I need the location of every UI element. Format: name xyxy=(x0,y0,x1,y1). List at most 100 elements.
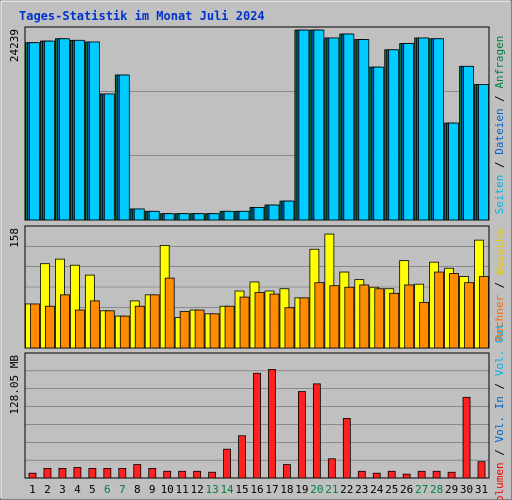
x-tick-day-12: 12 xyxy=(191,483,204,496)
x-tick-day-8: 8 xyxy=(134,483,141,496)
legend-vol-out: Vol. Out xyxy=(493,323,506,376)
bar-volumen-day-27 xyxy=(417,470,426,479)
bar-seiten-day-26 xyxy=(403,43,415,221)
panel-middle-legend: Rechner / Besuche xyxy=(493,229,506,342)
bar-seiten-day-28 xyxy=(433,38,445,221)
bar-seiten-day-13 xyxy=(208,213,220,221)
legend-separator: / xyxy=(493,275,506,295)
bar-volumen-day-6 xyxy=(103,467,112,479)
x-tick-day-31: 31 xyxy=(475,483,488,496)
bar-rechner-day-8 xyxy=(134,305,145,349)
x-axis-tick-labels: 1 2 3 4 5 6 7 8 9 10 11 12 13 14 15 16 17 18 19 20 21 22 23 24 2… xyxy=(29,483,488,496)
x-tick-day-19: 19 xyxy=(295,483,308,496)
bar-seiten-day-25 xyxy=(388,49,400,221)
bar-rechner-day-11 xyxy=(179,311,190,349)
bar-seiten-day-27 xyxy=(418,37,430,221)
bar-volumen-day-3 xyxy=(58,467,67,479)
x-tick-day-24: 24 xyxy=(370,483,384,496)
bar-volumen-day-17 xyxy=(268,369,276,479)
bar-rechner-day-17 xyxy=(269,293,280,349)
bar-seiten-day-5 xyxy=(88,41,100,221)
bar-rechner-day-24 xyxy=(374,288,385,349)
bar-seiten-day-30 xyxy=(463,65,474,221)
x-tick-day-23: 23 xyxy=(355,483,368,496)
legend-separator: / xyxy=(493,442,506,462)
bar-seiten-day-4 xyxy=(73,39,85,221)
legend-besuche: Besuche xyxy=(493,229,506,275)
bar-rechner-day-20 xyxy=(314,282,325,349)
bar-seiten-day-11 xyxy=(178,213,190,221)
bar-volumen-day-29 xyxy=(447,471,456,479)
bar-besuche-day-4 xyxy=(69,264,80,349)
legend-dateien: Dateien xyxy=(493,108,506,154)
bar-rechner-day-28 xyxy=(434,271,445,349)
legend-seiten: Seiten xyxy=(493,175,506,215)
bar-volumen-day-21 xyxy=(327,458,336,479)
legend-separator: / xyxy=(493,376,506,396)
panel-bottom-y-max-label: 128.05 MB xyxy=(8,355,21,415)
bar-seiten-day-9 xyxy=(148,210,160,221)
bar-seiten-day-29 xyxy=(448,122,459,221)
bar-rechner-day-12 xyxy=(194,309,205,349)
bar-rechner-day-25 xyxy=(389,292,400,349)
bar-rechner-day-18 xyxy=(284,307,295,349)
bar-volumen-day-5 xyxy=(88,467,97,479)
legend-rechner: Rechner xyxy=(493,295,506,342)
bar-seiten-day-10 xyxy=(163,213,175,221)
bar-rechner-day-30 xyxy=(464,282,474,349)
x-tick-day-5: 5 xyxy=(89,483,96,496)
panel-top: 24239 Seiten / Dateien / Anfragen xyxy=(8,26,506,221)
bar-volumen-day-9 xyxy=(148,467,157,479)
bar-volumen-day-25 xyxy=(387,470,396,479)
bar-volumen-day-26 xyxy=(402,473,411,479)
panel-top-y-max-label: 24239 xyxy=(8,29,21,62)
bar-volumen-day-18 xyxy=(283,464,291,479)
x-tick-day-2: 2 xyxy=(44,483,51,496)
bar-rechner-day-21 xyxy=(329,285,340,349)
x-tick-day-3: 3 xyxy=(59,483,66,496)
bar-seiten-day-7 xyxy=(118,74,130,221)
bar-volumen-day-14 xyxy=(223,448,231,479)
bar-volumen-day-12 xyxy=(193,470,202,479)
bar-seiten-day-18 xyxy=(283,200,295,221)
bar-rechner-day-29 xyxy=(449,273,459,349)
bar-seiten-day-6 xyxy=(103,93,115,221)
bar-rechner-day-9 xyxy=(149,294,160,349)
bar-volumen-day-24 xyxy=(372,472,381,479)
x-tick-day-28: 28 xyxy=(430,483,443,496)
panel-bottom-legend: Volumen / Vol. In / Vol. Out xyxy=(493,323,506,500)
bar-seiten-day-31 xyxy=(478,84,489,221)
bar-volumen-day-16 xyxy=(253,372,261,479)
bar-rechner-day-22 xyxy=(344,286,355,349)
bar-volumen-day-31 xyxy=(477,461,486,479)
bar-seiten-day-24 xyxy=(373,66,385,221)
bar-volumen-day-19 xyxy=(298,391,306,479)
bar-rechner-day-26 xyxy=(404,284,415,349)
x-tick-day-17: 17 xyxy=(265,483,278,496)
bar-volumen-day-1 xyxy=(28,472,37,479)
panel-middle-y-max-label: 158 xyxy=(8,228,21,248)
x-tick-day-11: 11 xyxy=(176,483,189,496)
x-tick-day-25: 25 xyxy=(385,483,398,496)
x-tick-day-26: 26 xyxy=(400,483,413,496)
bar-volumen-day-10 xyxy=(163,470,172,479)
panel-top-legend: Seiten / Dateien / Anfragen xyxy=(493,36,506,215)
bar-rechner-day-10 xyxy=(164,277,175,349)
bar-seiten-day-20 xyxy=(313,29,325,221)
x-tick-day-13: 13 xyxy=(205,483,218,496)
bar-seiten-day-8 xyxy=(133,208,145,221)
bar-seiten-day-19 xyxy=(298,29,310,221)
bar-rechner-day-27 xyxy=(419,302,430,349)
x-tick-day-18: 18 xyxy=(280,483,293,496)
bar-rechner-day-6 xyxy=(104,310,115,349)
bar-volumen-day-22 xyxy=(342,418,351,479)
x-tick-day-15: 15 xyxy=(235,483,248,496)
bar-seiten-day-23 xyxy=(358,39,370,221)
bar-seiten-day-15 xyxy=(238,210,250,221)
x-tick-day-6: 6 xyxy=(104,483,111,496)
x-tick-day-20: 20 xyxy=(310,483,323,496)
bar-volumen-day-13 xyxy=(208,471,216,479)
bar-seiten-day-14 xyxy=(223,210,235,221)
bar-volumen-day-30 xyxy=(462,396,471,479)
bar-rechner-day-14 xyxy=(224,305,235,349)
